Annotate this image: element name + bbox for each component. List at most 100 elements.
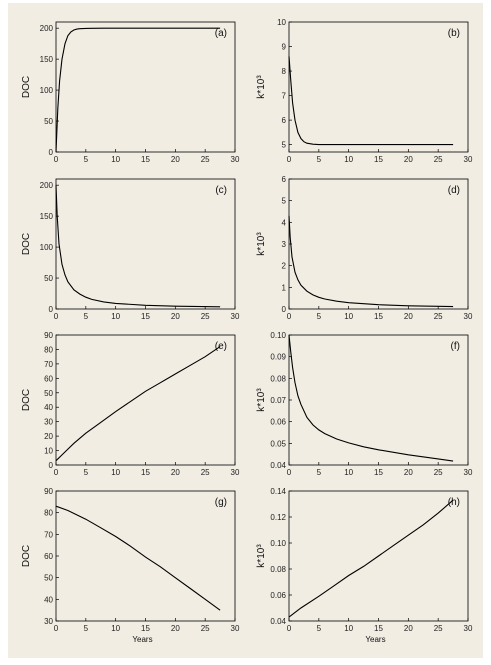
panel-e-ylabel: DOC	[21, 389, 32, 411]
panel-d-xtick-label: 10	[344, 312, 353, 321]
panel-h-xtick-label: 30	[464, 624, 473, 633]
panel-d-xtick-label: 30	[464, 312, 473, 321]
panel-e-xtick-label: 0	[54, 468, 59, 477]
panel-a-ytick-label: 200	[40, 24, 54, 33]
panel-h-xtick-label: 0	[287, 624, 292, 633]
panel-b-plot-area	[288, 21, 469, 153]
panel-c-xtick-label: 5	[84, 312, 89, 321]
panel-g-xtick-label: 15	[141, 624, 150, 633]
panel-a-ytick-label: 50	[44, 117, 53, 126]
panel-c-xtick-label: 15	[141, 312, 150, 321]
panel-g-ytick-label: 40	[44, 595, 53, 604]
panel-a-plot-area	[55, 21, 236, 153]
panel-b-ylabel: k*10³	[256, 75, 267, 99]
panel-d-xtick-label: 5	[317, 312, 322, 321]
panel-d-xtick-label: 15	[374, 312, 383, 321]
panel-f-xtick-label: 0	[287, 468, 292, 477]
panel-c-series-line	[55, 185, 221, 308]
panel-f-ylabel: k*10³	[256, 388, 267, 412]
panel-c-xtick-label: 0	[54, 312, 59, 321]
panel-a-xtick-label: 0	[54, 155, 59, 164]
panel-h-ytick-label: 0.12	[270, 513, 286, 522]
panel-d-label: (d)	[448, 185, 460, 196]
panel-g-label: (g)	[215, 497, 227, 508]
panel-g-xtick-label: 25	[201, 624, 210, 633]
panel-b-xtick-label: 5	[317, 155, 322, 164]
panel-b-xtick-label: 10	[344, 155, 353, 164]
panel-c-plot-area	[55, 178, 236, 310]
panel-d-ytick-label: 4	[282, 218, 287, 227]
panel-e-xtick-label: 30	[231, 468, 240, 477]
panel-h-label: (h)	[448, 497, 460, 508]
panel-h-xtick-label: 20	[404, 624, 413, 633]
panel-f-xtick-label: 15	[374, 468, 383, 477]
panel-d-ytick-label: 3	[282, 240, 287, 249]
figure-panel: 0 5 10 15 20 25 30 0 50 100 150 200 DOC (a) 0 5 10 15 20 25…	[8, 3, 483, 658]
panel-c-ytick-label: 150	[40, 212, 54, 221]
panel-h-xtick-label: 25	[434, 624, 443, 633]
panel-d-plot-area	[288, 178, 469, 310]
panel-c-ytick-label: 50	[44, 274, 53, 283]
panel-d-xtick-label: 20	[404, 312, 413, 321]
panel-c-label: (c)	[215, 185, 227, 196]
panel-d-ytick-label: 0	[282, 305, 287, 314]
panel-g-ytick-label: 60	[44, 552, 53, 561]
panel-c-ytick-label: 0	[49, 305, 54, 314]
panel-b-xtick-label: 0	[287, 155, 292, 164]
panel-e-xtick-label: 15	[141, 468, 150, 477]
panel-d-series-line	[288, 215, 454, 308]
panel-e-ytick-label: 80	[44, 345, 53, 354]
panel-f-xtick-label: 5	[317, 468, 322, 477]
panel-c-xtick-label: 30	[231, 312, 240, 321]
panel-h-ytick-label: 0.04	[270, 617, 286, 626]
panel-a-xtick-label: 30	[231, 155, 240, 164]
panel-f-xtick-label: 25	[434, 468, 443, 477]
panel-c-ytick-label: 200	[40, 181, 54, 190]
panel-g-xtick-label: 5	[84, 624, 89, 633]
panel-f-ytick-label: 0.05	[270, 439, 286, 448]
panel-b-series-line	[288, 56, 454, 146]
panel-d-ytick-label: 5	[282, 197, 287, 206]
panel-f-series-line	[288, 334, 454, 462]
panel-h-xtick-label: 15	[374, 624, 383, 633]
panel-b-ytick-label: 9	[282, 43, 287, 52]
panel-b-label: (b)	[448, 28, 460, 39]
panel-f-plot-area	[288, 334, 469, 466]
panel-g-ytick-label: 80	[44, 509, 53, 518]
panel-a-ytick-label: 100	[40, 86, 54, 95]
panel-h-ytick-label: 0.10	[270, 539, 286, 548]
panel-a-xtick-label: 10	[111, 155, 120, 164]
panel-e-series-line	[55, 346, 221, 462]
panel-a-xtick-label: 5	[84, 155, 89, 164]
panel-e-xtick-label: 10	[111, 468, 120, 477]
panel-f-ytick-label: 0.07	[270, 396, 286, 405]
panel-e-ytick-label: 20	[44, 432, 53, 441]
panel-g-xtick-label: 30	[231, 624, 240, 633]
panel-e-ytick-label: 30	[44, 418, 53, 427]
panel-b-ytick-label: 6	[282, 116, 287, 125]
panel-e-ytick-label: 10	[44, 447, 53, 456]
panel-a-label: (a)	[215, 28, 227, 39]
panel-g-ytick-label: 90	[44, 487, 53, 496]
panel-e-ytick-label: 0	[49, 461, 54, 470]
panel-a-xtick-label: 25	[201, 155, 210, 164]
panel-f-xtick-label: 20	[404, 468, 413, 477]
panel-a-series-line	[55, 27, 221, 153]
panel-a-xtick-label: 20	[171, 155, 180, 164]
panel-f-xtick-label: 10	[344, 468, 353, 477]
panel-b-ytick-label: 10	[277, 18, 286, 27]
panel-b-ytick-label: 7	[282, 92, 287, 101]
panel-e-xtick-label: 5	[84, 468, 89, 477]
panel-a-xtick-label: 15	[141, 155, 150, 164]
panel-f-ytick-label: 0.06	[270, 418, 286, 427]
panel-a-ylabel: DOC	[21, 76, 32, 98]
panel-b-ytick-label: 5	[282, 141, 287, 150]
panel-d-xtick-label: 25	[434, 312, 443, 321]
panel-h-xtick-label: 10	[344, 624, 353, 633]
panel-g-xtick-label: 0	[54, 624, 59, 633]
panel-f-ytick-label: 0.09	[270, 353, 286, 362]
panel-e-label: (e)	[215, 341, 227, 352]
panel-h-xlabel: Years	[365, 635, 385, 644]
panel-f-xtick-label: 30	[464, 468, 473, 477]
